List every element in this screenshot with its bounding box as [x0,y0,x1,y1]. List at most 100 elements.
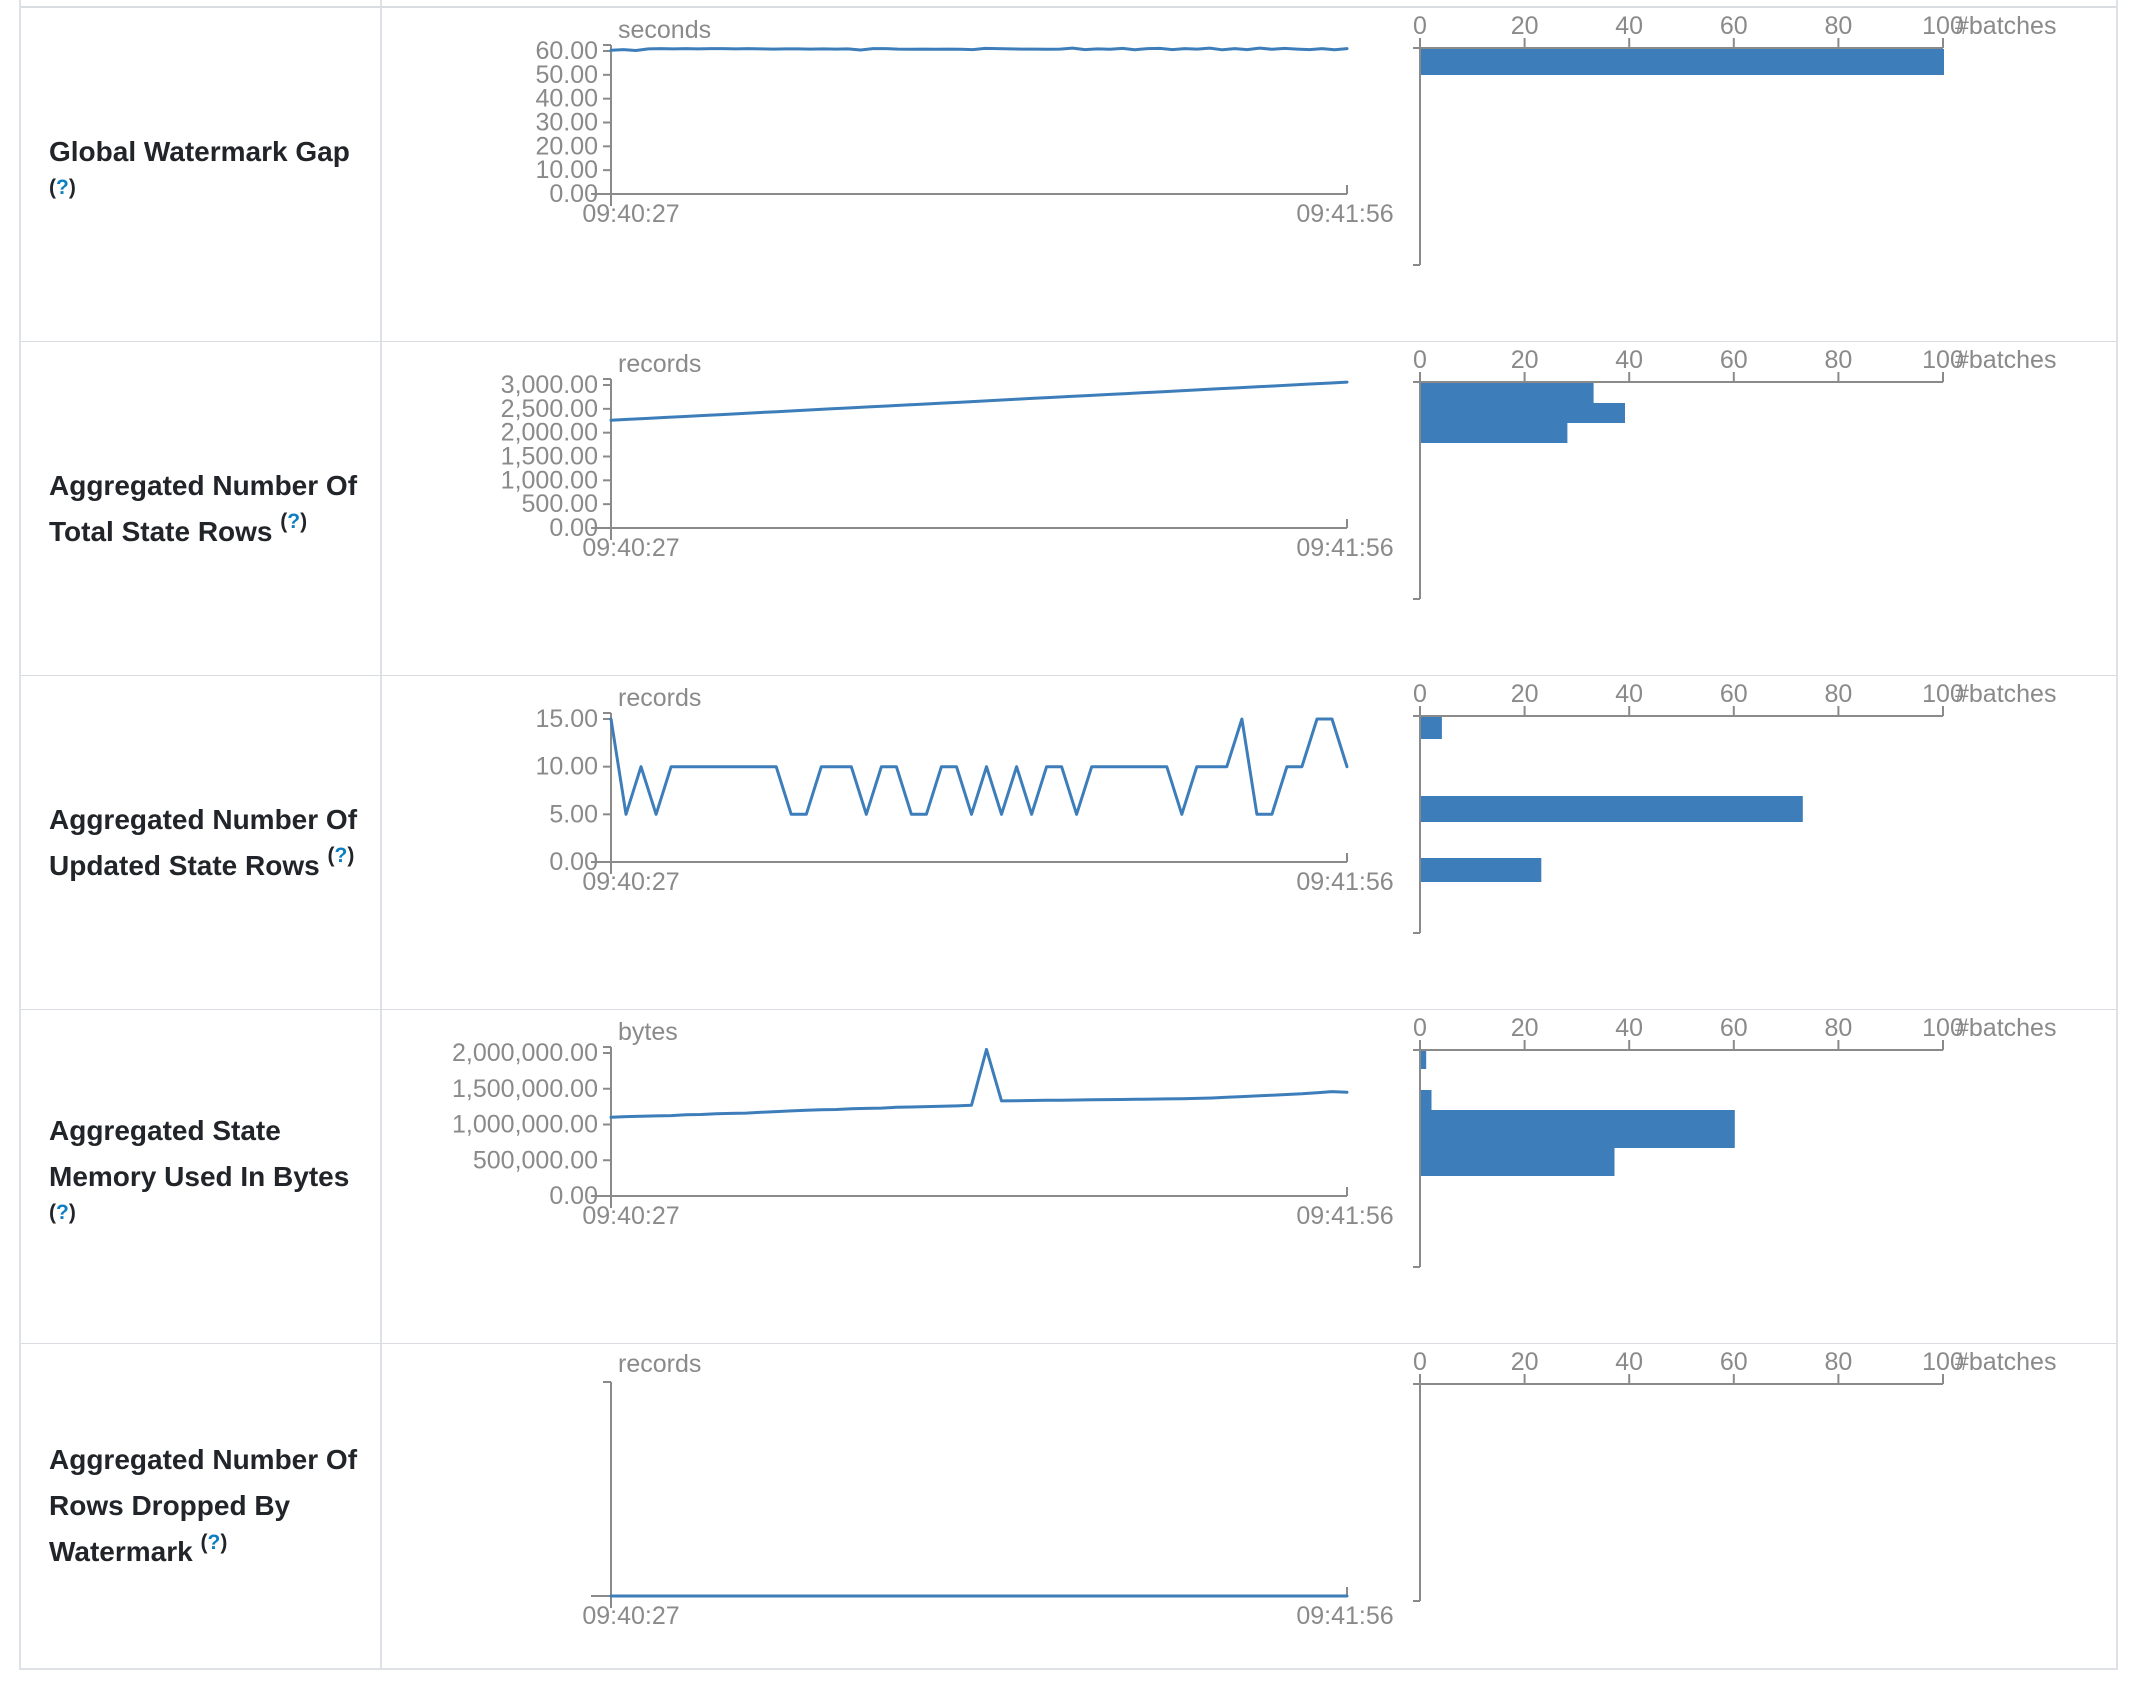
timeline-line-chart: records 3,000.002,500.002,000.001,500.001… [501,350,1394,562]
batches-histogram-chart: 0 20 40 60 80 100#batches [1413,680,2056,934]
help-link[interactable]: (?) [49,176,76,199]
svg-text:100: 100 [1922,1348,1964,1376]
help-question-icon[interactable]: ? [56,1201,69,1225]
timeline-chart-cell: records 09:40:27 09:41:56 [382,1344,1406,1668]
help-question-icon[interactable]: ? [56,176,69,200]
help-paren-close: ) [68,1201,76,1225]
svg-text:09:40:27: 09:40:27 [582,868,679,896]
help-link[interactable]: (?) [200,1531,227,1554]
svg-text:30.00: 30.00 [535,109,598,137]
metric-label: Global Watermark Gap (?) [49,129,380,221]
svg-text:80: 80 [1824,346,1852,374]
svg-text:60.00: 60.00 [535,37,598,65]
top-sliver-chart-cell [382,0,2116,6]
metric-label: Aggregated Number Of Updated State Rows … [49,797,380,889]
timeline-line-chart: records 09:40:27 09:41:56 [582,1350,1393,1630]
svg-text:0.00: 0.00 [549,848,598,876]
svg-text:500,000.00: 500,000.00 [473,1146,598,1174]
svg-text:60: 60 [1720,1348,1748,1376]
metric-label-text: Aggregated Number Of Updated State Rows [49,803,358,881]
help-paren-open: ( [200,1530,208,1554]
help-paren-open: ( [49,1201,56,1225]
help-paren-close: ) [68,176,76,200]
help-link[interactable]: (?) [49,1201,76,1224]
help-link[interactable]: (?) [327,844,354,867]
help-question-icon[interactable]: ? [207,1530,221,1554]
timeline-line-chart: seconds 60.0050.0040.0030.0020.0010.000.0… [535,16,1393,228]
svg-text:2,500.00: 2,500.00 [501,395,598,423]
metric-label-cell: Aggregated State Memory Used In Bytes (?… [21,1010,382,1343]
svg-text:#batches: #batches [1955,680,2056,708]
svg-text:500.00: 500.00 [522,490,598,518]
svg-text:3,000.00: 3,000.00 [501,371,598,399]
svg-text:40.00: 40.00 [535,85,598,113]
metric-label-cell: Global Watermark Gap (?) [21,8,382,341]
help-paren-close: ) [220,1530,228,1554]
help-question-icon[interactable]: ? [287,510,301,534]
svg-text:20: 20 [1511,346,1539,374]
batches-histogram-chart: 0 20 40 60 80 100#batches [1413,346,2056,600]
svg-text:09:41:56: 09:41:56 [1296,1602,1393,1630]
help-question-icon[interactable]: ? [334,844,348,868]
svg-text:100: 100 [1922,680,1964,708]
help-paren-close: ) [347,844,355,868]
histogram-chart-cell: 0 20 40 60 80 100 #batches [1406,8,2116,341]
svg-text:2,000.00: 2,000.00 [501,419,598,447]
histogram-chart-cell: 0 20 40 60 80 100 #batches [1406,676,2116,1009]
svg-text:20: 20 [1511,680,1539,708]
help-paren-open: ( [49,176,56,200]
svg-text:60: 60 [1720,680,1748,708]
histogram-chart-cell: 0 20 40 60 80 100 #batches [1406,1344,2116,1668]
svg-text:15.00: 15.00 [535,705,598,733]
svg-text:#batches: #batches [1955,346,2056,374]
metric-row: Aggregated Number Of Total State Rows (?… [21,342,2116,676]
svg-text:0.00: 0.00 [549,1182,598,1210]
svg-text:records: records [618,350,701,378]
svg-text:20: 20 [1511,1014,1539,1042]
svg-text:80: 80 [1824,680,1852,708]
metric-label-text: Global Watermark Gap [49,135,350,167]
svg-text:1,000.00: 1,000.00 [501,466,598,494]
svg-text:20: 20 [1511,12,1539,40]
timeline-chart-cell: records 15.00 10.00 5.00 0.00 09:40:27 09:41:5… [382,676,1406,1009]
svg-text:1,000,000.00: 1,000,000.00 [452,1111,598,1139]
svg-text:20.00: 20.00 [535,132,598,160]
svg-text:0: 0 [1413,680,1427,708]
svg-text:60: 60 [1720,1014,1748,1042]
help-paren-close: ) [300,510,308,534]
metric-row: Aggregated Number Of Rows Dropped By Wat… [21,1344,2116,1668]
svg-text:1,500.00: 1,500.00 [501,443,598,471]
svg-text:40: 40 [1615,346,1643,374]
svg-text:#batches: #batches [1955,1014,2056,1042]
svg-text:20: 20 [1511,1348,1539,1376]
svg-text:#batches: #batches [1955,1348,2056,1376]
svg-text:80: 80 [1824,1348,1852,1376]
histogram-chart-cell: 0 20 40 60 80 100 #batches [1406,1010,2116,1343]
help-paren-open: ( [280,510,288,534]
help-link[interactable]: (?) [280,510,307,533]
table-top-sliver [21,0,2116,8]
svg-text:100: 100 [1922,346,1964,374]
metric-rows-container: Global Watermark Gap (?) seconds 60.00 50.… [21,8,2116,1668]
svg-text:09:41:56: 09:41:56 [1296,200,1393,228]
timeline-chart-cell: seconds 60.00 50.00 40.00 30.00 20.00 10.00 0.0… [382,8,1406,341]
metric-label-cell: Aggregated Number Of Updated State Rows … [21,676,382,1009]
batches-histogram-chart: 0 20 40 60 80 100#batches [1413,1014,2056,1268]
svg-text:5.00: 5.00 [549,800,598,828]
top-sliver-label-cell [21,0,382,6]
svg-text:records: records [618,684,701,712]
svg-text:0: 0 [1413,346,1427,374]
svg-text:10.00: 10.00 [535,156,598,184]
timeline-chart-cell: bytes 2,000,000.00 1,500,000.00 1,000,000.0… [382,1010,1406,1343]
svg-text:40: 40 [1615,1348,1643,1376]
histogram-chart-cell: 0 20 40 60 80 100 #batches [1406,342,2116,675]
metric-label: Aggregated State Memory Used In Bytes (?… [49,1108,380,1246]
svg-text:09:40:27: 09:40:27 [582,200,679,228]
metric-label: Aggregated Number Of Rows Dropped By Wat… [49,1437,380,1575]
timeline-line-chart: bytes 2,000,000.00 1,500,000.00 1,000,000.0… [452,1018,1394,1230]
svg-text:100: 100 [1922,1014,1964,1042]
svg-text:09:40:27: 09:40:27 [582,534,679,562]
svg-text:0: 0 [1413,12,1427,40]
metric-label-text: Aggregated Number Of Total State Rows [49,469,358,547]
svg-text:80: 80 [1824,12,1852,40]
